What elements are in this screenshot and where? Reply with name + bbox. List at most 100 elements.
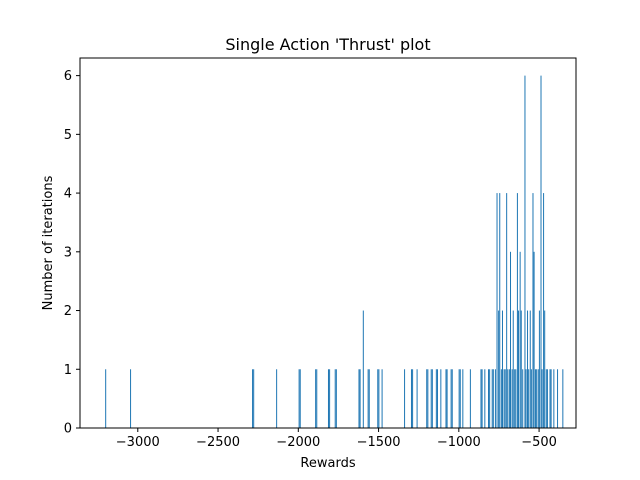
- histogram-bar: [538, 310, 540, 428]
- histogram-bar: [334, 369, 336, 428]
- histogram-bar: [518, 310, 520, 428]
- histogram-bar: [533, 251, 535, 428]
- histogram-bar: [562, 369, 564, 428]
- histogram-bar: [549, 369, 551, 428]
- x-tick-label: −500: [521, 435, 557, 450]
- histogram-bar: [535, 369, 537, 428]
- histogram-bar: [529, 310, 531, 428]
- histogram-bar: [520, 310, 522, 428]
- histogram-bar: [514, 369, 516, 428]
- x-tick-label: −2000: [276, 435, 320, 450]
- histogram-bar: [404, 369, 406, 428]
- x-axis-label: Rewards: [300, 456, 355, 471]
- histogram-bar: [367, 369, 369, 428]
- histogram-bar: [489, 369, 491, 428]
- histogram-bar: [469, 369, 471, 428]
- histogram-bar: [504, 369, 506, 428]
- histogram-bar: [498, 310, 500, 428]
- histogram-bar: [105, 369, 107, 428]
- bars-group: [105, 75, 564, 429]
- histogram-bar: [512, 310, 514, 428]
- histogram-bar: [507, 369, 509, 428]
- histogram-bar: [416, 369, 418, 428]
- histogram-bar: [511, 369, 513, 428]
- y-tick-label: 5: [64, 128, 72, 143]
- histogram-bar: [550, 369, 552, 428]
- histogram-bar: [426, 369, 428, 428]
- y-axis-ticks: 0 1 2 3 4 5 6: [64, 69, 80, 437]
- histogram-bar: [412, 369, 414, 428]
- histogram-bar: [530, 369, 532, 428]
- histogram-bar: [532, 193, 534, 428]
- histogram-bar: [528, 369, 530, 428]
- chart-title: Single Action 'Thrust' plot: [225, 35, 430, 54]
- y-tick-label: 1: [64, 363, 72, 378]
- histogram-bar: [445, 369, 447, 428]
- histogram-bar: [494, 369, 496, 428]
- histogram-bar: [546, 369, 548, 428]
- histogram-bar: [525, 369, 527, 428]
- histogram-bar: [329, 369, 331, 428]
- histogram-bar: [427, 369, 429, 428]
- histogram-bar: [541, 369, 543, 428]
- y-tick-label: 4: [64, 187, 72, 202]
- histogram-bar: [381, 369, 383, 428]
- histogram-bar: [435, 369, 437, 428]
- histogram-bar: [253, 369, 255, 428]
- histogram-bar: [524, 75, 526, 429]
- histogram-bar: [543, 193, 545, 428]
- histogram-bar: [450, 369, 452, 428]
- x-tick-label: −2500: [196, 435, 240, 450]
- x-tick-label: −1000: [437, 435, 481, 450]
- histogram-bar: [252, 369, 254, 428]
- histogram-bar: [545, 369, 547, 428]
- y-tick-label: 3: [64, 245, 72, 260]
- histogram-bar: [430, 369, 432, 428]
- histogram-bar: [492, 369, 494, 428]
- histogram-bar: [491, 369, 493, 428]
- histogram-bar: [276, 369, 278, 428]
- histogram-bar: [368, 369, 370, 428]
- histogram-bar: [481, 369, 483, 428]
- histogram-bar: [508, 369, 510, 428]
- histogram-bar: [298, 369, 300, 428]
- histogram-bar: [451, 369, 453, 428]
- histogram-bar: [130, 369, 132, 428]
- histogram-bar: [459, 369, 461, 428]
- histogram-bar: [488, 369, 490, 428]
- y-axis-label: Number of iterations: [41, 175, 56, 310]
- histogram-bar: [515, 369, 517, 428]
- y-tick-label: 0: [64, 422, 72, 437]
- histogram-bar: [462, 369, 464, 428]
- plot-frame: [79, 57, 577, 429]
- histogram-bar: [557, 369, 559, 428]
- histogram-bar: [527, 310, 529, 428]
- histogram-bar: [377, 369, 379, 428]
- histogram-bar: [316, 369, 318, 428]
- histogram-bar: [544, 310, 546, 428]
- histogram-bar: [315, 369, 317, 428]
- histogram-bar: [522, 369, 524, 428]
- histogram-bar: [540, 75, 542, 429]
- histogram-bar: [516, 193, 518, 428]
- histogram-bar: [536, 369, 538, 428]
- x-tick-label: −3000: [116, 435, 160, 450]
- histogram-bar: [410, 369, 412, 428]
- histogram-bar: [362, 310, 364, 428]
- histogram-bar: [519, 251, 521, 428]
- histogram-bar: [446, 369, 448, 428]
- x-axis-ticks: −3000 −2500 −2000 −1500 −1000 −500: [116, 428, 557, 450]
- histogram-bar: [327, 369, 329, 428]
- histogram-bar: [358, 369, 360, 428]
- histogram-bar: [503, 369, 505, 428]
- histogram-bar: [499, 193, 501, 428]
- histogram-bar: [496, 193, 498, 428]
- y-tick-label: 2: [64, 304, 72, 319]
- x-tick-label: −1500: [357, 435, 401, 450]
- histogram-bar: [431, 369, 433, 428]
- histogram-bar: [436, 369, 438, 428]
- y-tick-label: 6: [64, 69, 72, 84]
- histogram-bar: [480, 369, 482, 428]
- histogram-bar: [506, 193, 508, 428]
